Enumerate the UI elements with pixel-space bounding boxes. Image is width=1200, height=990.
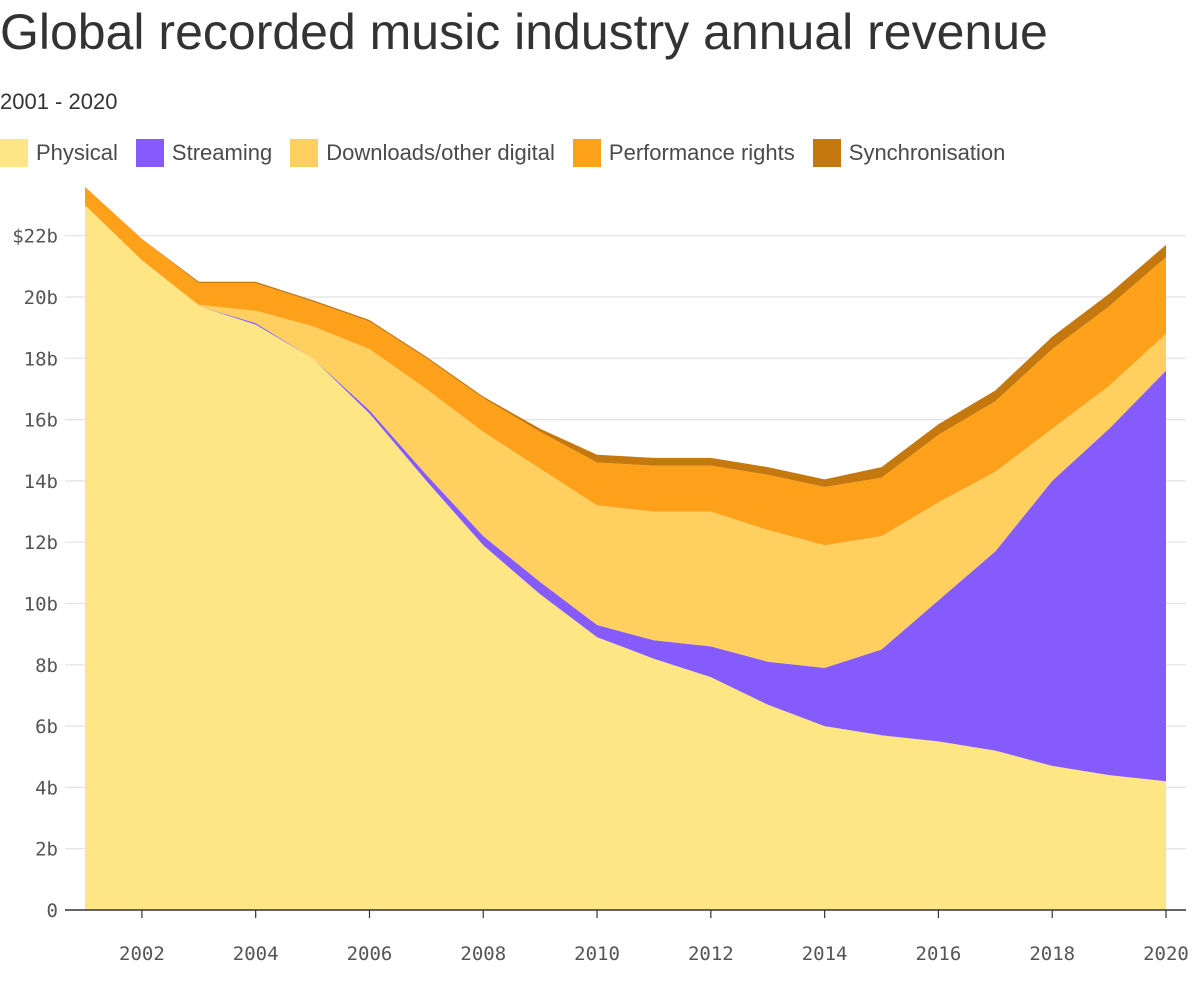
x-tick-label: 2006: [347, 943, 393, 965]
legend-label-performance-rights: Performance rights: [608, 140, 795, 165]
y-tick-label: 18b: [24, 348, 58, 370]
x-tick-label: 2012: [688, 943, 734, 965]
legend-label-synchronisation: Synchronisation: [848, 140, 1006, 165]
area-performance-rights: [85, 186, 1166, 546]
x-tick-label: 2020: [1143, 943, 1189, 965]
legend-item-streaming: Streaming: [135, 139, 273, 167]
y-tick-label: 20b: [24, 287, 58, 309]
legend-label-physical: Physical: [36, 140, 118, 165]
chart-title: Global recorded music industry annual re…: [0, 4, 1048, 60]
y-tick-label: 0: [47, 900, 58, 922]
legend-swatch-streaming: [135, 139, 164, 167]
area-series: [85, 186, 1166, 911]
legend-item-physical: Physical: [0, 139, 118, 167]
legend-label-streaming: Streaming: [171, 140, 273, 165]
chart-legend: Physical Streaming Downloads/other digit…: [0, 139, 1005, 167]
area-physical: [85, 205, 1166, 911]
x-tick-label: 2004: [233, 943, 279, 965]
y-tick-label: 8b: [35, 655, 58, 677]
x-tick-label: 2016: [916, 943, 962, 965]
legend-swatch-physical: [0, 139, 28, 167]
area-streaming: [85, 205, 1166, 782]
y-tick-label: 2b: [35, 839, 58, 861]
legend-item-downloads: Downloads/other digital: [290, 139, 555, 167]
x-tick-label: 2008: [460, 943, 506, 965]
x-tick-label: 2010: [574, 943, 620, 965]
chart-subtitle: 2001 - 2020: [0, 89, 118, 114]
x-tick-label: 2002: [119, 943, 165, 965]
y-tick-label: $22b: [12, 226, 58, 248]
axes: 0 2b 4b 6b 8b 10b 12b 14b 16b 18b 20b $22b 2002 2004 2…: [12, 226, 1189, 965]
legend-swatch-downloads: [290, 139, 319, 167]
x-tick-label: 2014: [802, 943, 848, 965]
y-tick-label: 16b: [24, 410, 58, 432]
area-downloads-other-digital: [85, 205, 1166, 668]
legend-item-performance-rights: Performance rights: [572, 139, 795, 167]
legend-label-downloads: Downloads/other digital: [326, 140, 555, 165]
legend-swatch-synchronisation: [812, 139, 841, 167]
y-tick-label: 14b: [24, 471, 58, 493]
legend-swatch-performance-rights: [572, 139, 601, 167]
y-tick-label: 6b: [35, 716, 58, 738]
x-tick-label: 2018: [1029, 943, 1075, 965]
y-tick-label: 12b: [24, 532, 58, 554]
legend-item-synchronisation: Synchronisation: [812, 139, 1006, 167]
y-tick-label: 4b: [35, 777, 58, 799]
y-tick-label: 10b: [24, 594, 58, 616]
